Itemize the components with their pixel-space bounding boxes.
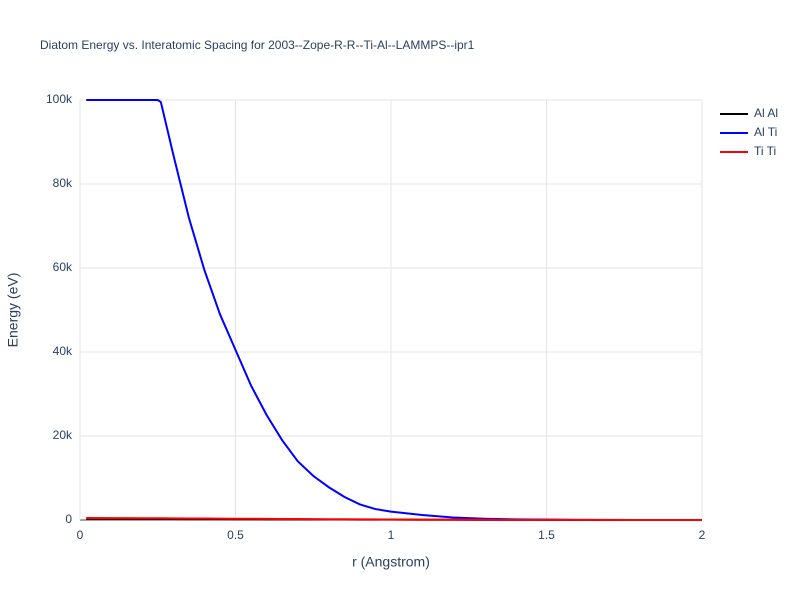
x-tick-label: 2 — [699, 528, 706, 542]
x-tick-label: 0.5 — [227, 528, 244, 542]
y-tick-label: 60k — [53, 260, 73, 274]
y-tick-label: 40k — [53, 344, 73, 358]
x-tick-label: 1 — [388, 528, 395, 542]
line-series — [86, 99, 703, 521]
legend-label: Ti Ti — [754, 144, 776, 158]
x-axis-title: r (Angstrom) — [352, 554, 430, 570]
y-tick-label: 0 — [65, 512, 72, 526]
x-tick-label: 0 — [77, 528, 84, 542]
legend-label: Al Al — [754, 106, 778, 120]
chart-title: Diatom Energy vs. Interatomic Spacing fo… — [40, 38, 475, 52]
line-series — [86, 516, 703, 521]
y-tick-label: 20k — [53, 428, 73, 442]
legend-label: Al Ti — [754, 125, 777, 139]
y-tick-label: 80k — [53, 176, 73, 190]
x-tick-label: 1.5 — [538, 528, 555, 542]
y-tick-label: 100k — [46, 92, 73, 106]
y-axis-title: Energy (eV) — [5, 273, 21, 348]
